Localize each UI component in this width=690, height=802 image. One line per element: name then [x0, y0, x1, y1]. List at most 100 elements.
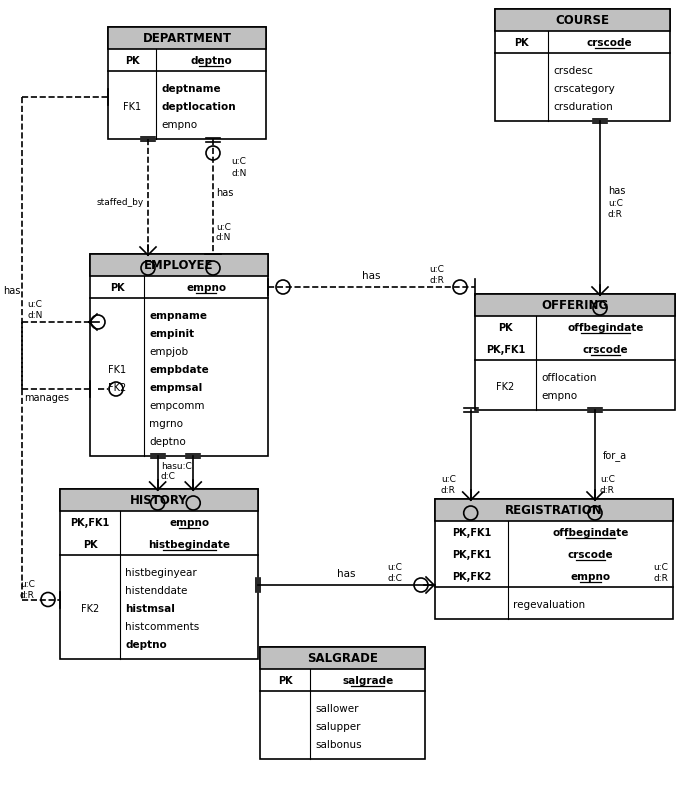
Text: crsduration: crsduration — [553, 102, 613, 111]
Text: manages: manages — [24, 392, 69, 403]
Text: empno: empno — [186, 282, 226, 293]
Text: for_a: for_a — [603, 449, 627, 460]
Text: salgrade: salgrade — [342, 675, 393, 685]
Bar — [90, 255, 268, 277]
Text: FK1: FK1 — [123, 102, 141, 111]
Text: salbonus: salbonus — [315, 739, 362, 749]
Text: COURSE: COURSE — [555, 14, 609, 27]
Text: crsdesc: crsdesc — [553, 66, 593, 76]
Bar — [435, 500, 673, 521]
Text: PK: PK — [110, 282, 124, 293]
Text: u:C: u:C — [653, 563, 668, 572]
Text: histbeginyear: histbeginyear — [126, 567, 197, 577]
Text: d:R: d:R — [430, 276, 444, 286]
Text: d:N: d:N — [216, 233, 231, 242]
Text: d:N: d:N — [27, 311, 42, 320]
Text: empno: empno — [570, 571, 611, 581]
Text: u:C: u:C — [388, 563, 402, 572]
Text: empjob: empjob — [149, 346, 188, 357]
Text: offlocation: offlocation — [541, 373, 596, 383]
Text: deptname: deptname — [161, 84, 221, 94]
Bar — [260, 647, 425, 759]
Text: PK: PK — [83, 539, 97, 549]
Bar — [475, 294, 675, 317]
Text: empno: empno — [541, 391, 577, 400]
Text: empbdate: empbdate — [149, 365, 209, 375]
Text: has: has — [362, 270, 381, 281]
Text: empmsal: empmsal — [149, 383, 203, 392]
Bar — [435, 500, 673, 619]
Text: d:C: d:C — [388, 573, 402, 583]
Bar — [495, 10, 670, 32]
Text: d:N: d:N — [231, 168, 246, 177]
Text: PK: PK — [514, 38, 529, 48]
Text: empcomm: empcomm — [149, 400, 205, 411]
Text: has: has — [3, 286, 21, 296]
Text: u:C: u:C — [231, 157, 246, 166]
Text: has: has — [216, 187, 233, 197]
Text: offbegindate: offbegindate — [552, 528, 629, 537]
Text: FK2: FK2 — [108, 383, 126, 392]
Text: FK2: FK2 — [496, 382, 515, 391]
Text: PK: PK — [498, 322, 513, 333]
Text: d:C: d:C — [161, 472, 175, 481]
Text: crscode: crscode — [567, 549, 613, 559]
Text: d:R: d:R — [441, 486, 455, 495]
Text: histmsal: histmsal — [126, 603, 175, 614]
Text: sallower: sallower — [315, 703, 359, 713]
Bar — [108, 28, 266, 50]
Text: PK,FK2: PK,FK2 — [452, 571, 491, 581]
Text: u:C: u:C — [216, 222, 231, 231]
Text: EMPLOYEE: EMPLOYEE — [144, 259, 214, 272]
Text: histcomments: histcomments — [126, 622, 199, 631]
Bar — [108, 28, 266, 140]
Text: u:C: u:C — [20, 579, 35, 588]
Text: staffed_by: staffed_by — [97, 198, 144, 207]
Text: d:R: d:R — [20, 590, 35, 599]
Text: empinit: empinit — [149, 329, 195, 338]
Text: FK2: FK2 — [81, 603, 99, 614]
Text: u:C: u:C — [430, 265, 444, 274]
Bar — [260, 647, 425, 669]
Text: deptlocation: deptlocation — [161, 102, 236, 111]
Text: u:C: u:C — [441, 475, 455, 484]
Text: crscategory: crscategory — [553, 84, 615, 94]
Text: DEPARTMENT: DEPARTMENT — [143, 32, 232, 46]
Text: empname: empname — [149, 310, 207, 321]
Text: u:C: u:C — [600, 475, 615, 484]
Text: u:C: u:C — [608, 199, 623, 208]
Text: regevaluation: regevaluation — [513, 599, 584, 610]
Bar — [495, 10, 670, 122]
Text: offbegindate: offbegindate — [567, 322, 644, 333]
Text: REGISTRATION: REGISTRATION — [505, 504, 603, 516]
Text: d:R: d:R — [608, 210, 623, 219]
Text: HISTORY: HISTORY — [130, 494, 188, 507]
Bar — [475, 294, 675, 411]
Text: PK,FK1: PK,FK1 — [452, 528, 491, 537]
Text: histbegindate: histbegindate — [148, 539, 230, 549]
Bar — [60, 489, 258, 659]
Text: PK,FK1: PK,FK1 — [486, 345, 525, 354]
Text: has: has — [608, 185, 625, 195]
Text: deptno: deptno — [126, 639, 167, 649]
Text: SALGRADE: SALGRADE — [307, 652, 378, 665]
Text: d:R: d:R — [653, 573, 668, 583]
Text: crscode: crscode — [586, 38, 632, 48]
Text: empno: empno — [169, 517, 209, 528]
Text: histenddate: histenddate — [126, 585, 188, 595]
Text: PK: PK — [125, 56, 139, 66]
Bar — [90, 255, 268, 456]
Text: PK,FK1: PK,FK1 — [452, 549, 491, 559]
Bar — [60, 489, 258, 512]
Text: u:C: u:C — [27, 300, 42, 309]
Text: d:R: d:R — [600, 486, 615, 495]
Text: has: has — [337, 569, 356, 578]
Text: OFFERING: OFFERING — [542, 299, 609, 312]
Text: salupper: salupper — [315, 721, 361, 731]
Text: crscode: crscode — [582, 345, 629, 354]
Text: PK: PK — [278, 675, 293, 685]
Text: FK1: FK1 — [108, 365, 126, 375]
Text: deptno: deptno — [190, 56, 232, 66]
Text: deptno: deptno — [149, 436, 186, 447]
Text: mgrno: mgrno — [149, 419, 184, 428]
